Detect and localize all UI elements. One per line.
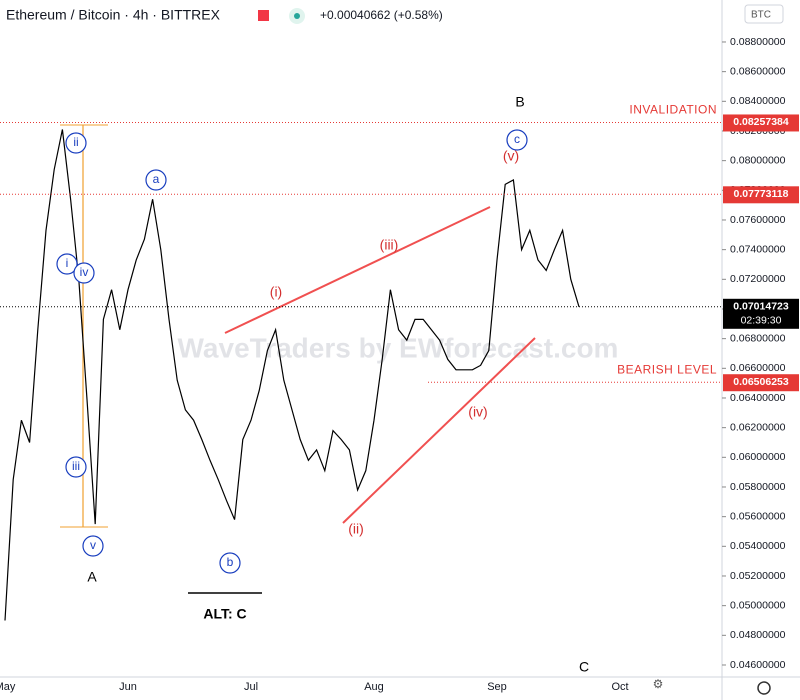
y-tick-label: 0.04600000 (730, 659, 786, 671)
y-tick-label: 0.08600000 (730, 65, 786, 77)
trendline (224, 206, 491, 334)
wave-label: b (227, 555, 234, 569)
price-label: 0.06506253 (733, 376, 789, 388)
wave-circle (219, 552, 241, 574)
y-tick-label: 0.04800000 (730, 629, 786, 641)
price-label-box (723, 186, 799, 204)
wave-label: ii (73, 135, 78, 149)
x-tick-label: Aug (364, 681, 384, 693)
y-tick-label: 0.06400000 (730, 392, 786, 404)
y-tick-label: 0.08800000 (730, 36, 786, 48)
change: +0.00040662 (+0.58%) (320, 8, 443, 22)
currency-button[interactable] (744, 4, 784, 24)
watermark: WaveTraders by EWforecast.com (178, 332, 619, 363)
countdown: 02:39:30 (741, 315, 782, 327)
wave-circle (73, 262, 95, 284)
flag-icon[interactable] (258, 10, 269, 21)
header-bg (0, 0, 460, 30)
wave-label: B (515, 94, 524, 110)
trendline (342, 337, 536, 524)
wave-label: (v) (503, 148, 519, 164)
price-line (4, 129, 580, 621)
y-tick-label: 0.06600000 (730, 362, 786, 374)
price-label-box (723, 374, 799, 392)
wave-circle (506, 129, 528, 151)
wave-label: iii (72, 459, 80, 473)
price-label-box (723, 298, 799, 329)
wave-label: i (66, 256, 69, 270)
y-tick-label: 0.05400000 (730, 540, 786, 552)
wave-circle (56, 253, 78, 275)
y-tick-label: 0.05600000 (730, 510, 786, 522)
level-note: INVALIDATION (629, 103, 717, 117)
y-tick-label: 0.07600000 (730, 214, 786, 226)
status-dot (294, 13, 300, 19)
level-note: BEARISH LEVEL (617, 362, 717, 376)
currency[interactable]: BTC (751, 10, 771, 21)
wave-circle (65, 132, 87, 154)
x-tick-label: Jul (244, 681, 258, 693)
wave-circle (145, 169, 167, 191)
symbol: Ethereum / Bitcoin · 4h · BITTREX (6, 7, 221, 23)
x-tick-label: Sep (487, 681, 507, 693)
wave-label: A (87, 569, 97, 585)
y-tick-label: 0.05000000 (730, 599, 786, 611)
price-label: 0.07014723 (733, 301, 789, 313)
wave-label: c (514, 132, 520, 146)
wave-label: (ii) (348, 521, 364, 537)
wave-circle (65, 456, 87, 478)
y-tick-label: 0.06200000 (730, 421, 786, 433)
y-tick-label: 0.07400000 (730, 243, 786, 255)
y-tick-label: 0.08400000 (730, 95, 786, 107)
price-label-box (723, 114, 799, 132)
wave-label: v (90, 538, 96, 552)
y-tick-label: 0.06000000 (730, 451, 786, 463)
menu-icon[interactable]: ⚙ (653, 677, 664, 691)
y-tick-label: 0.05200000 (730, 570, 786, 582)
x-tick-label: May (0, 681, 16, 693)
price-label: 0.07773118 (734, 188, 789, 200)
wave-label: ALT: C (203, 606, 246, 622)
x-tick-label: Jun (119, 681, 137, 693)
x-tick-label: Oct (611, 681, 628, 693)
overlay: 0.08257384 INVALIDATION 0.07773118 0.070147… (56, 94, 799, 675)
y-tick-label: 0.08000000 (730, 154, 786, 166)
price-label: 0.08257384 (733, 116, 789, 128)
y-tick-label: 0.07200000 (730, 273, 786, 285)
y-tick-label: 0.06800000 (730, 332, 786, 344)
wave-label: (iv) (468, 404, 487, 420)
settings-icon[interactable] (757, 681, 771, 695)
y-tick-label: 0.05800000 (730, 481, 786, 493)
wave-label: C (579, 659, 589, 675)
wave-label: iv (80, 265, 89, 279)
wave-label: (iii) (380, 237, 399, 253)
wave-circle (82, 535, 104, 557)
wave-label: (i) (270, 284, 282, 300)
wave-label: a (153, 172, 160, 186)
